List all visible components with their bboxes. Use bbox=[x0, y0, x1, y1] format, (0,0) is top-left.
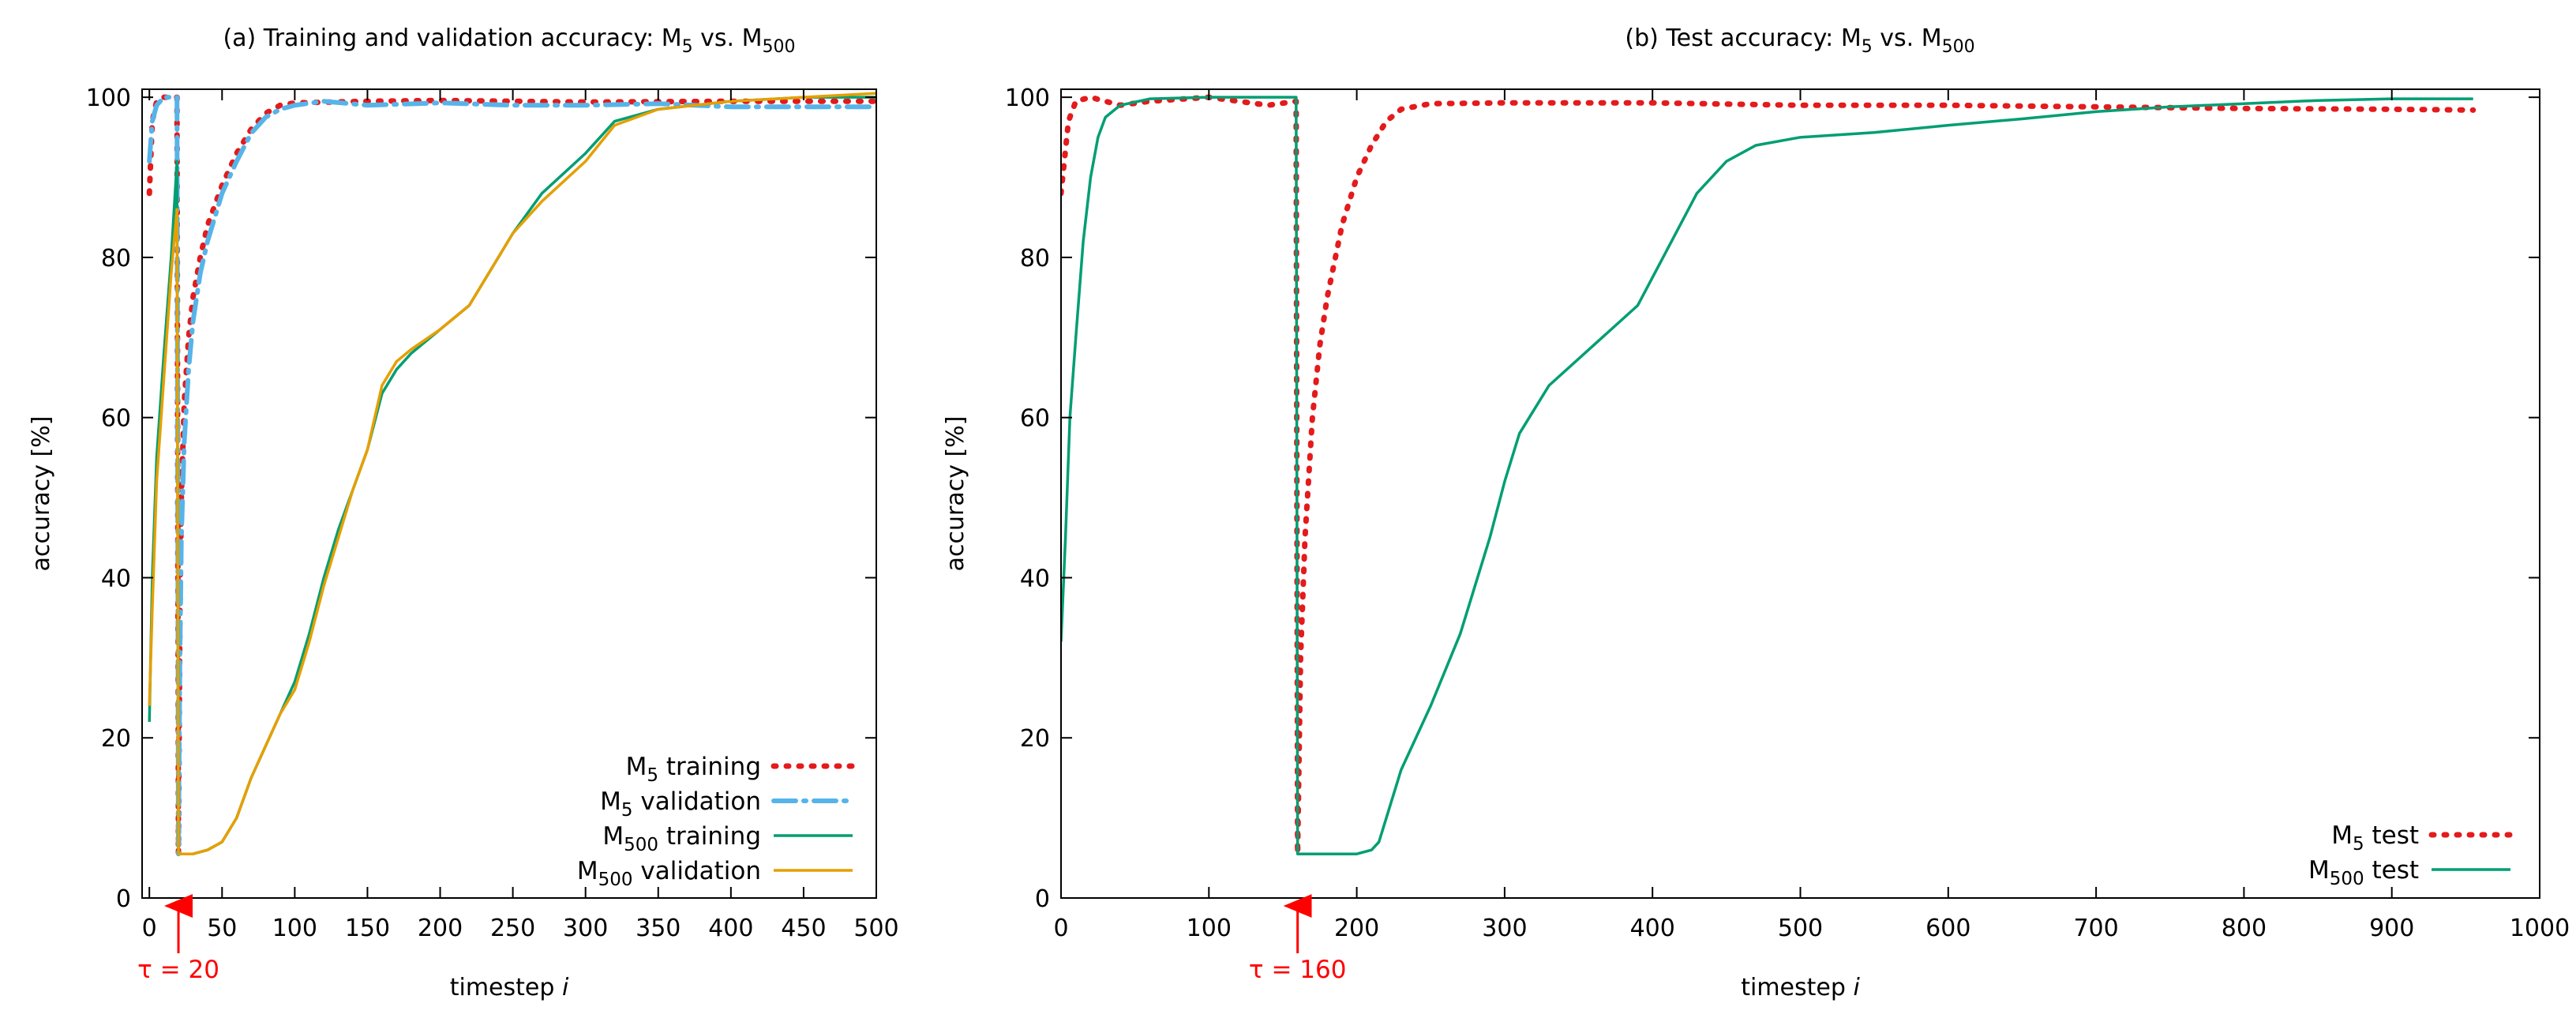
x-tick-label: 350 bbox=[636, 915, 681, 942]
y-tick-label: 20 bbox=[1020, 725, 1050, 753]
y-tick-label: 100 bbox=[1005, 85, 1050, 112]
x-tick-label: 0 bbox=[142, 915, 157, 942]
x-axis-label: timestep i bbox=[450, 974, 569, 1001]
x-tick-label: 400 bbox=[708, 915, 753, 942]
x-tick-label: 900 bbox=[2369, 915, 2414, 942]
legend-label-1: M500 test bbox=[2308, 856, 2419, 889]
x-tick-label: 1000 bbox=[2510, 915, 2570, 942]
series-line-2 bbox=[148, 96, 876, 855]
legend-label-1: M5 validation bbox=[600, 787, 761, 821]
legend-label-3: M500 validation bbox=[577, 857, 761, 890]
x-tick-label: 700 bbox=[2073, 915, 2118, 942]
x-axis-label: timestep i bbox=[1741, 974, 1860, 1001]
x-tick-label: 500 bbox=[1778, 915, 1823, 942]
y-tick-label: 40 bbox=[101, 565, 131, 592]
y-tick-label: 100 bbox=[86, 85, 131, 112]
x-tick-label: 400 bbox=[1630, 915, 1675, 942]
x-tick-label: 50 bbox=[207, 915, 237, 942]
series-group bbox=[146, 92, 876, 857]
x-tick-label: 150 bbox=[345, 915, 390, 942]
x-tick-label: 300 bbox=[1482, 915, 1527, 942]
x-tick-label: 450 bbox=[781, 915, 826, 942]
y-tick-label: 60 bbox=[1020, 405, 1050, 433]
y-tick-label: 80 bbox=[1020, 245, 1050, 272]
series-line-3 bbox=[148, 92, 876, 855]
x-tick-label: 0 bbox=[1053, 915, 1068, 942]
plot-frame bbox=[141, 88, 877, 899]
y-tick-label: 20 bbox=[101, 725, 131, 753]
x-tick-label: 500 bbox=[853, 915, 898, 942]
tau-annotation: τ = 20 bbox=[137, 956, 219, 984]
series-line-0 bbox=[146, 94, 876, 857]
x-tick-label: 100 bbox=[272, 915, 317, 942]
chart-a: (a) Training and validation accuracy: M5… bbox=[28, 24, 899, 1001]
x-tick-label: 100 bbox=[1187, 915, 1232, 942]
chart-title: (b) Test accuracy: M5 vs. M500 bbox=[1625, 24, 1974, 57]
y-axis-label: accuracy [%] bbox=[28, 416, 55, 572]
y-tick-label: 40 bbox=[1020, 565, 1050, 592]
tau-annotation: τ = 160 bbox=[1249, 956, 1347, 984]
y-axis-label: accuracy [%] bbox=[942, 416, 969, 572]
y-tick-label: 80 bbox=[101, 245, 131, 272]
chart-title: (a) Training and validation accuracy: M5… bbox=[223, 24, 795, 57]
legend-label-0: M5 training bbox=[626, 753, 761, 786]
x-tick-label: 600 bbox=[1925, 915, 1970, 942]
x-tick-label: 800 bbox=[2222, 915, 2267, 942]
plot-frame bbox=[1060, 88, 2540, 899]
y-tick-label: 0 bbox=[1035, 885, 1050, 913]
series-group bbox=[1061, 94, 2477, 857]
x-tick-label: 250 bbox=[490, 915, 535, 942]
x-tick-label: 300 bbox=[563, 915, 608, 942]
series-line-0 bbox=[1061, 94, 2477, 857]
series-line-1 bbox=[1061, 96, 2473, 855]
legend-label-0: M5 test bbox=[2331, 821, 2419, 855]
legend-label-2: M500 training bbox=[602, 822, 761, 855]
chart-b: (b) Test accuracy: M5 vs. M500 0 20 40 60 80 1… bbox=[942, 24, 2570, 1001]
series-line-1 bbox=[147, 95, 876, 857]
y-tick-label: 60 bbox=[101, 405, 131, 433]
x-tick-label: 200 bbox=[418, 915, 463, 942]
y-tick-label: 0 bbox=[116, 885, 131, 913]
x-tick-label: 200 bbox=[1334, 915, 1379, 942]
